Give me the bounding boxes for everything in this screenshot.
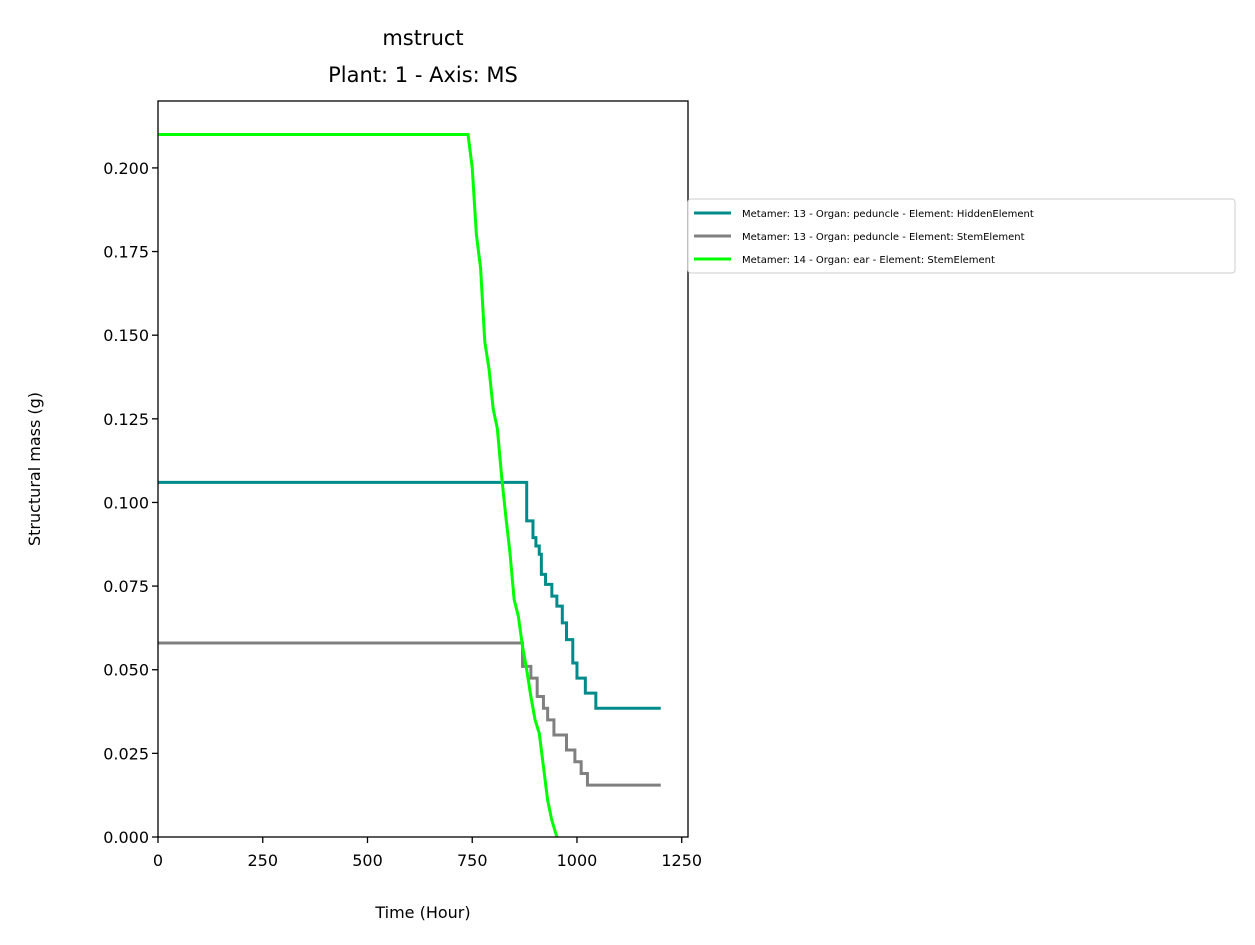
y-tick-label: 0.150 xyxy=(103,326,149,345)
y-tick-label: 0.175 xyxy=(103,243,149,262)
series-line-2 xyxy=(158,132,559,838)
ticks-layer: 0 250 500 750 1000 1250 0.000 0.025 0.050 0.075 0.… xyxy=(103,159,702,870)
y-tick-label: 0.050 xyxy=(103,661,149,680)
x-tick-label: 1000 xyxy=(557,851,598,870)
chart-subtitle: Plant: 1 - Axis: MS xyxy=(328,63,518,87)
chart-title: mstruct xyxy=(382,26,463,50)
x-tick-label: 500 xyxy=(352,851,383,870)
y-tick-label: 0.025 xyxy=(103,744,149,763)
legend-entry-1: Metamer: 13 - Organ: peduncle - Element:… xyxy=(742,232,1025,243)
x-tick-label: 250 xyxy=(247,851,278,870)
series-line-1 xyxy=(158,641,661,787)
y-axis-label: Structural mass (g) xyxy=(25,392,44,546)
legend-box xyxy=(687,198,1236,274)
series-layer xyxy=(158,132,661,838)
y-tick-label: 0.200 xyxy=(103,159,149,178)
plot-area xyxy=(158,101,688,837)
y-tick-label: 0.125 xyxy=(103,410,149,429)
y-tick-label: 0.000 xyxy=(103,828,149,847)
y-tick-label: 0.100 xyxy=(103,493,149,512)
legend: Metamer: 13 - Organ: peduncle - Element:… xyxy=(687,198,1236,274)
y-tick-label: 0.075 xyxy=(103,577,149,596)
series-line-0 xyxy=(158,480,661,710)
legend-entry-2: Metamer: 14 - Organ: ear - Element: Stem… xyxy=(742,255,995,266)
legend-entry-0: Metamer: 13 - Organ: peduncle - Element:… xyxy=(742,209,1034,220)
x-tick-label: 0 xyxy=(153,851,163,870)
x-tick-label: 1250 xyxy=(661,851,702,870)
plot-frame xyxy=(157,100,689,838)
x-axis-label: Time (Hour) xyxy=(374,903,470,922)
x-tick-label: 750 xyxy=(457,851,488,870)
